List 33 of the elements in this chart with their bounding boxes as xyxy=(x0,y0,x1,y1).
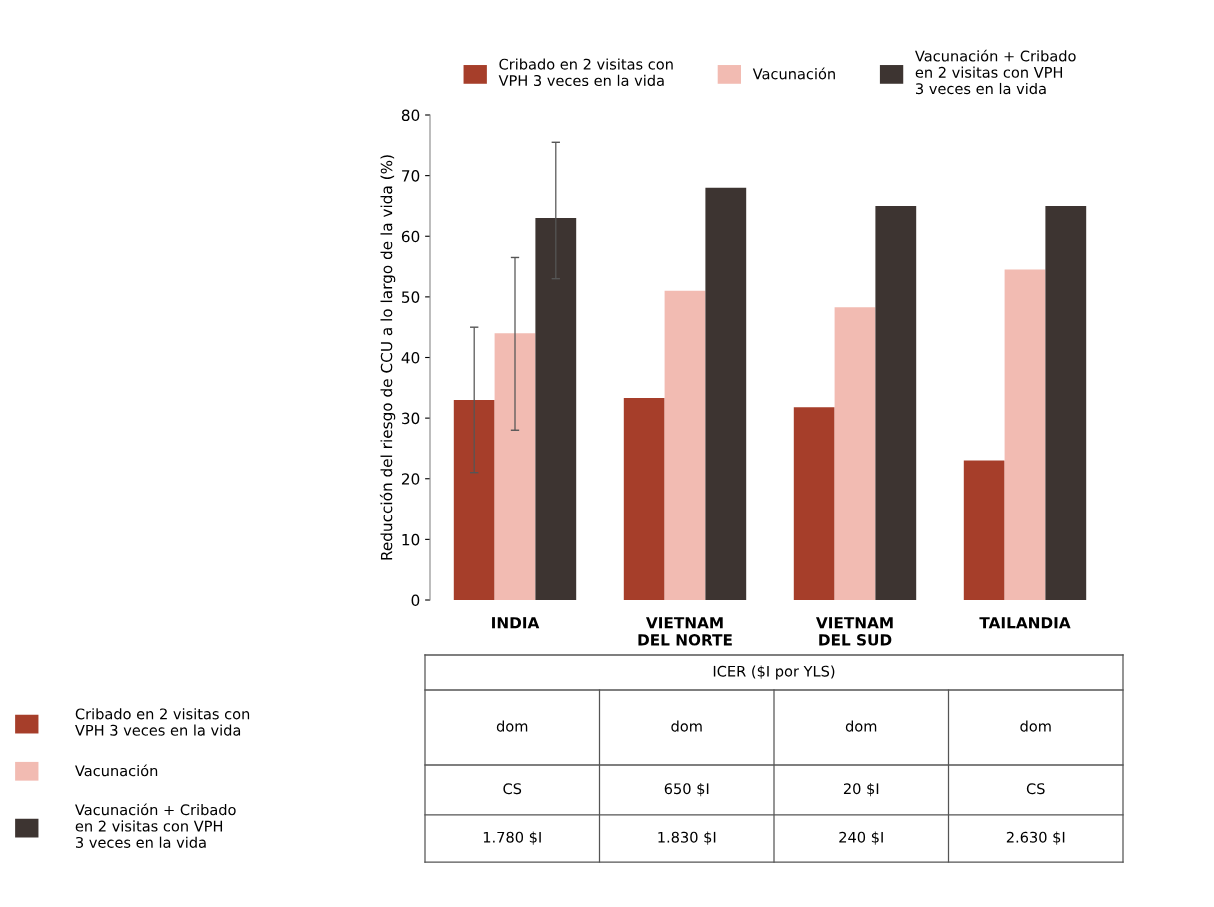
x-tick-label: INDIA xyxy=(492,617,540,629)
text: ICER ($I por YLS) xyxy=(713,665,835,680)
legend-label: Cribado en 2 visitas con VPH 3 veces en la vida xyxy=(498,58,673,87)
text: 240 $I xyxy=(839,831,883,845)
y-tick-label: 20 xyxy=(401,473,420,485)
legend-label: Vacunación xyxy=(752,67,835,80)
y-tick-label: 60 xyxy=(401,230,420,243)
x-tick-label: VIETNAM DEL NORTE xyxy=(638,617,732,646)
legend-label: Vacunación + Cribado en 2 visitas con VPH 3 veces en la vida xyxy=(915,49,1076,95)
y-tick-label: 0 xyxy=(411,594,420,607)
y-tick-label: 40 xyxy=(401,351,420,364)
text: 2.630 $I xyxy=(1006,831,1065,845)
x-tick-label: TAILANDIA xyxy=(979,617,1071,629)
text: Cribado en 2 visitas con VPH 3 veces en la vida xyxy=(75,708,250,736)
text: Vacunación xyxy=(75,764,158,777)
y-tick-label: 10 xyxy=(402,533,420,546)
y-tick-label: 50 xyxy=(402,291,420,303)
text: 650 $I xyxy=(664,782,709,797)
text: 1.830 $I xyxy=(658,831,716,845)
text: CS xyxy=(503,783,522,795)
text: dom xyxy=(1020,720,1051,732)
text: dom xyxy=(845,720,877,732)
y-tick-label: 70 xyxy=(402,170,420,182)
text: 1.780 $I xyxy=(483,831,541,845)
y-tick-label: 30 xyxy=(402,412,420,425)
y-tick-label: 80 xyxy=(401,109,420,122)
text: CS xyxy=(1026,783,1045,795)
text: Vacunación + Cribado en 2 visitas con VPH 3 veces en la vida xyxy=(75,803,236,848)
y-axis-title: Reducción del riesgo de CCU a lo largo de la vida (%) xyxy=(379,155,396,560)
text: dom xyxy=(496,720,528,732)
x-tick-label: VIETNAM DEL SUD xyxy=(815,617,893,646)
text: 20 $I xyxy=(843,782,879,797)
text: dom xyxy=(671,720,702,732)
